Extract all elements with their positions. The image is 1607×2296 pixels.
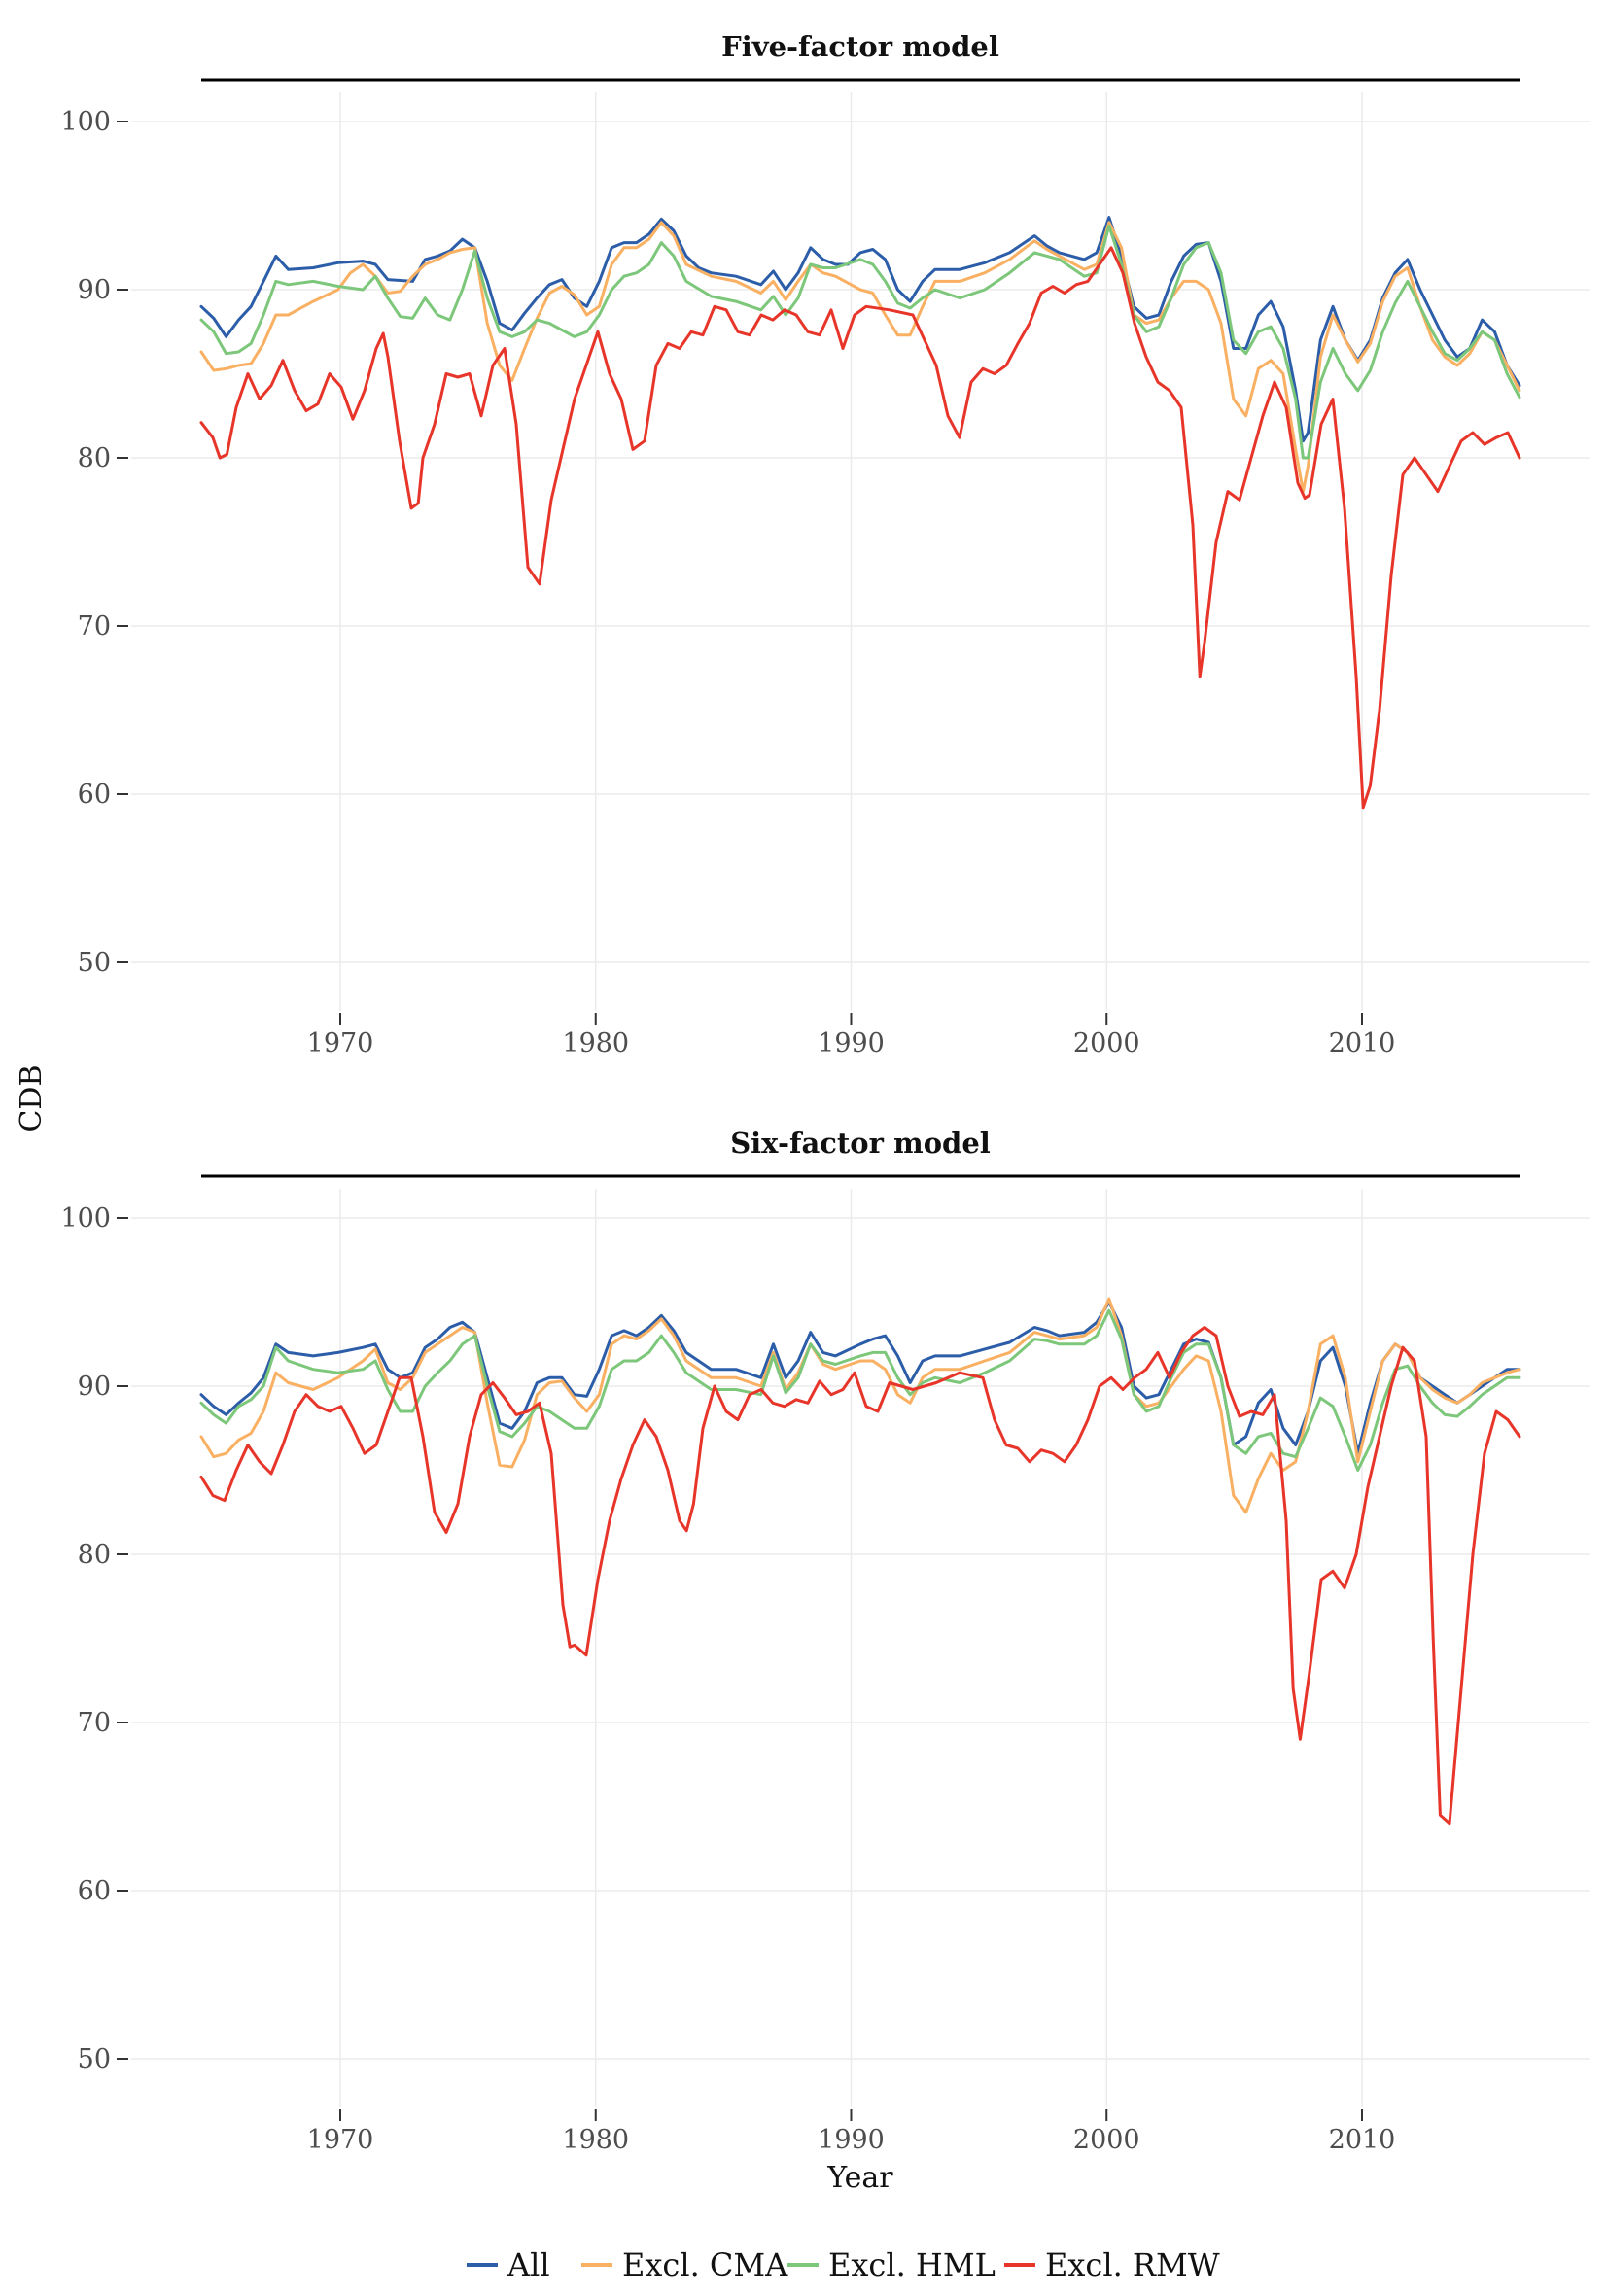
y-axis-title: CDB — [15, 1064, 49, 1131]
x-axis-title: Year — [826, 2161, 893, 2195]
y-tick-label: 70 — [78, 1708, 111, 1738]
x-tick-label: 1970 — [307, 1028, 374, 1059]
y-tick-label: 60 — [78, 780, 111, 810]
x-tick-label: 1970 — [307, 2125, 374, 2155]
y-axis: 50 60 70 80 90 100 — [60, 107, 128, 978]
series-line-all — [199, 216, 1521, 443]
legend-label: All — [507, 2246, 550, 2283]
series-line-all — [199, 1301, 1521, 1455]
grid — [131, 1189, 1590, 2107]
x-tick-label: 1990 — [818, 1028, 885, 1059]
series-group — [199, 1297, 1521, 1826]
y-tick-label: 100 — [60, 107, 111, 137]
series-line-excl-cma — [199, 221, 1521, 494]
y-tick-label: 90 — [78, 275, 111, 305]
legend: All Excl. CMA Excl. HML Excl. RMW — [467, 2246, 1220, 2283]
x-axis: 1970 1980 1990 2000 2010 — [307, 1013, 1396, 1059]
y-tick-label: 50 — [78, 948, 111, 978]
y-tick-label: 80 — [78, 443, 111, 473]
x-tick-label: 2010 — [1329, 2125, 1396, 2155]
legend-label: Excl. CMA — [622, 2246, 788, 2283]
panel-five-factor: Five-factor model 50 60 70 80 90 100 1970 1980… — [60, 30, 1590, 1059]
x-tick-label: 2000 — [1073, 1028, 1140, 1059]
y-tick-label: 100 — [60, 1203, 111, 1234]
x-tick-label: 1990 — [818, 2125, 885, 2155]
panel-title: Six-factor model — [730, 1127, 991, 1160]
x-tick-label: 2000 — [1073, 2125, 1140, 2155]
y-tick-label: 70 — [78, 611, 111, 642]
series-line-excl-hml — [199, 224, 1521, 460]
series-line-excl-cma — [199, 1297, 1521, 1514]
series-group — [199, 216, 1521, 810]
y-tick-label: 50 — [78, 2044, 111, 2074]
x-tick-label: 1980 — [562, 2125, 629, 2155]
series-line-excl-rmw — [199, 1326, 1521, 1826]
x-tick-label: 1980 — [562, 1028, 629, 1059]
x-tick-label: 2010 — [1329, 1028, 1396, 1059]
panel-title: Five-factor model — [721, 30, 999, 63]
y-tick-label: 80 — [78, 1540, 111, 1570]
x-axis: 1970 1980 1990 2000 2010 — [307, 2109, 1396, 2155]
series-line-excl-rmw — [199, 246, 1521, 810]
series-line-excl-hml — [199, 1308, 1521, 1472]
y-tick-label: 90 — [78, 1372, 111, 1402]
y-axis: 50 60 70 80 90 100 — [60, 1203, 128, 2074]
y-tick-label: 60 — [78, 1876, 111, 1906]
grid — [131, 92, 1590, 1011]
legend-label: Excl. HML — [828, 2246, 996, 2283]
legend-label: Excl. RMW — [1045, 2246, 1220, 2283]
